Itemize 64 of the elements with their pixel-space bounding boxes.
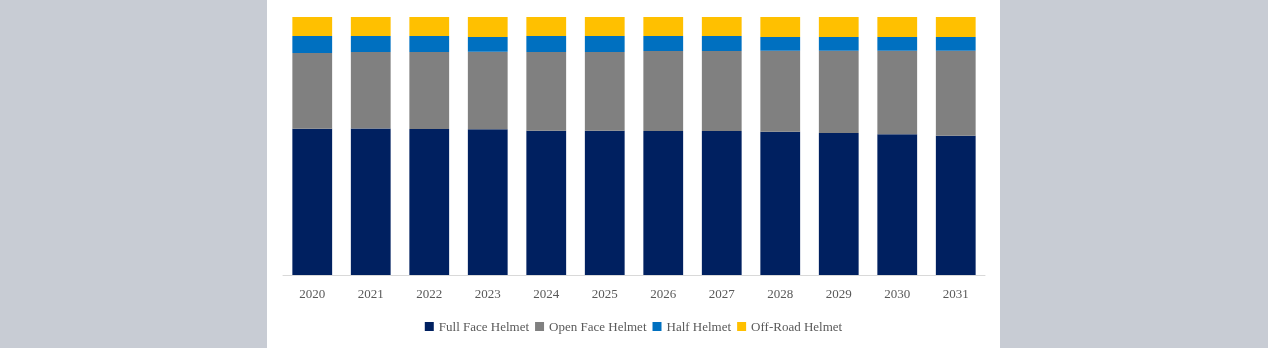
bar: [409, 17, 450, 37]
bar: [760, 37, 801, 51]
bar: [292, 36, 333, 54]
bar: [643, 131, 684, 275]
bar: [935, 37, 976, 51]
bar: [409, 128, 450, 275]
bar: [584, 130, 625, 275]
bar: [701, 131, 742, 275]
bar: [760, 50, 801, 132]
x-tick-label: 2020: [299, 286, 326, 301]
bar: [701, 36, 742, 52]
x-tick-label: 2025: [591, 286, 618, 301]
bar: [877, 50, 918, 135]
bar: [526, 52, 567, 131]
bar: [818, 37, 859, 51]
x-tick-label: 2022: [416, 286, 443, 301]
bar: [292, 17, 333, 37]
x-tick-label: 2030: [884, 286, 911, 301]
bar: [818, 50, 859, 134]
bar: [877, 17, 918, 38]
bar: [584, 52, 625, 131]
bar: [409, 36, 450, 53]
x-tick-label: 2031: [942, 286, 969, 301]
bar: [760, 131, 801, 275]
bar: [292, 128, 333, 275]
bar: [760, 17, 801, 38]
bar: [643, 36, 684, 52]
bar: [935, 135, 976, 275]
x-tick-label: 2028: [767, 286, 794, 301]
bar: [643, 51, 684, 132]
x-tick-label: 2024: [533, 286, 560, 301]
bar: [818, 17, 859, 38]
x-tick-label: 2023: [474, 286, 501, 301]
legend-label: Open Face Helmet: [549, 319, 647, 334]
bar: [350, 17, 391, 37]
bar: [935, 17, 976, 38]
bar: [584, 17, 625, 37]
bar: [877, 37, 918, 51]
x-tick-label: 2026: [650, 286, 677, 301]
bar: [701, 51, 742, 132]
bar: [350, 36, 391, 53]
x-tick-label: 2021: [357, 286, 384, 301]
bar: [467, 129, 508, 275]
bar: [584, 36, 625, 53]
bar: [701, 17, 742, 37]
bar: [877, 134, 918, 275]
legend-label: Off-Road Helmet: [751, 319, 843, 334]
legend-label: Half Helmet: [666, 319, 732, 334]
bar: [643, 17, 684, 37]
legend-label: Full Face Helmet: [438, 319, 530, 334]
bar: [292, 53, 333, 129]
bar: [526, 130, 567, 275]
x-tick-label: 2027: [708, 286, 736, 301]
bar: [935, 50, 976, 136]
x-tick-label: 2029: [825, 286, 852, 301]
bar: [526, 36, 567, 53]
bar: [526, 17, 567, 37]
bar: [350, 128, 391, 275]
bar: [818, 133, 859, 275]
bar: [467, 51, 508, 130]
bar: [409, 52, 450, 129]
bar: [467, 37, 508, 52]
bar: [350, 52, 391, 129]
bar: [467, 17, 508, 38]
